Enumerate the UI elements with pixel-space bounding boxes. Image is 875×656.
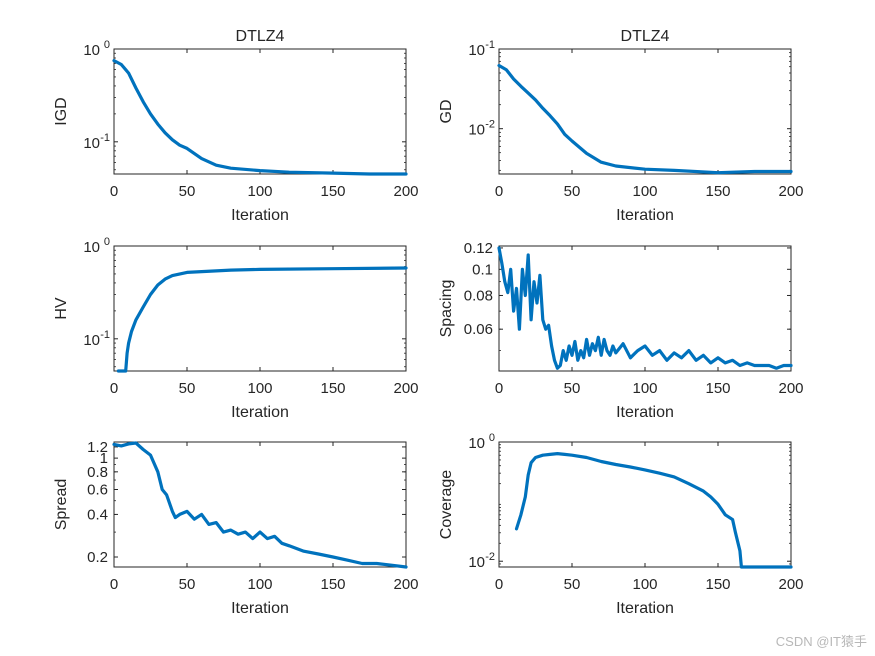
x-tick-label: 150	[705, 183, 730, 200]
x-tick-label: 50	[564, 183, 581, 200]
x-axis-label: Iteration	[616, 207, 674, 224]
x-axis-label: Iteration	[231, 207, 289, 224]
y-tick-exponent: -1	[100, 132, 110, 144]
y-tick-label: 0.4	[87, 506, 108, 523]
x-tick-label: 50	[564, 380, 581, 397]
chart-spread: 0 50 100 150 200 1.210.80.6 0.4 0.2 Iteration Spr…	[53, 439, 419, 617]
x-axis-label: Iteration	[616, 600, 674, 617]
plot-frame	[113, 245, 407, 372]
x-tick-label: 0	[110, 576, 118, 593]
x-tick-label: 0	[110, 380, 118, 397]
y-tick-exponent: -2	[485, 551, 495, 563]
y-tick-label: 10	[83, 239, 100, 256]
x-tick-label: 200	[393, 183, 418, 200]
chart-title: DTLZ4	[621, 28, 670, 45]
y-axis-label: Coverage	[438, 470, 455, 539]
y-axis-label: HV	[53, 297, 70, 320]
x-tick-label: 50	[179, 576, 196, 593]
x-axis-label: Iteration	[231, 404, 289, 421]
series-line-igd	[112, 59, 408, 176]
y-tick-exponent: -1	[100, 329, 110, 341]
x-tick-label: 150	[705, 576, 730, 593]
y-tick-exponent: 0	[104, 39, 110, 51]
y-tick-label: 10	[83, 135, 100, 152]
y-tick-label: 10	[468, 435, 485, 452]
x-tick-label: 100	[247, 183, 272, 200]
y-tick-label: 10	[468, 554, 485, 571]
watermark: CSDN @IT猿手	[775, 634, 867, 649]
y-tick-label: 0.08	[464, 287, 493, 304]
y-tick-label: 0.8	[87, 464, 108, 481]
x-tick-label: 150	[320, 576, 345, 593]
x-tick-label: 200	[778, 183, 803, 200]
x-tick-label: 100	[632, 183, 657, 200]
series-line-gd	[497, 63, 793, 175]
y-tick-label: 0.6	[87, 482, 108, 499]
y-tick-label: 10	[468, 122, 485, 139]
x-tick-label: 200	[778, 576, 803, 593]
y-tick-label: 0.1	[472, 261, 493, 278]
chart-spacing: 0 50 100 150 200 0.12 0.1 0.08 0.06 Iteration Spac…	[438, 240, 804, 421]
chart-title: DTLZ4	[236, 28, 285, 45]
x-tick-label: 150	[320, 183, 345, 200]
x-tick-label: 100	[247, 576, 272, 593]
x-axis-label: Iteration	[616, 404, 674, 421]
x-tick-label: 150	[320, 380, 345, 397]
series-line-hv	[116, 266, 408, 373]
plot-frame	[498, 441, 792, 568]
x-tick-label: 50	[179, 183, 196, 200]
y-tick-label: 0.2	[87, 549, 108, 566]
x-tick-label: 0	[495, 183, 503, 200]
x-tick-label: 100	[632, 576, 657, 593]
x-tick-label: 200	[393, 576, 418, 593]
y-tick-label: 10	[83, 42, 100, 59]
x-tick-label: 50	[179, 380, 196, 397]
x-tick-label: 0	[495, 380, 503, 397]
x-tick-label: 50	[564, 576, 581, 593]
y-tick-label: 1.2	[87, 439, 108, 456]
series-line-coverage	[514, 452, 793, 569]
y-tick-exponent: -2	[485, 119, 495, 131]
y-tick-label: 10	[468, 42, 485, 59]
series-line-spacing	[497, 246, 793, 370]
y-tick-label: 10	[83, 332, 100, 349]
x-tick-label: 200	[393, 380, 418, 397]
x-axis-label: Iteration	[231, 600, 289, 617]
x-tick-label: 100	[632, 380, 657, 397]
y-tick-exponent: 0	[489, 432, 495, 444]
x-tick-label: 150	[705, 380, 730, 397]
series-line-spread	[112, 441, 408, 569]
plot-frame	[113, 48, 407, 175]
plot-frame	[113, 441, 407, 568]
x-tick-label: 200	[778, 380, 803, 397]
y-tick-label: 1	[100, 450, 108, 467]
x-tick-label: 100	[247, 380, 272, 397]
x-tick-label: 0	[495, 576, 503, 593]
y-axis-label: Spacing	[438, 280, 455, 338]
y-tick-label: 0.12	[464, 240, 493, 257]
y-axis-label: GD	[438, 100, 455, 124]
y-tick-exponent: 0	[104, 236, 110, 248]
plot-frame	[498, 48, 792, 175]
x-tick-label: 0	[110, 183, 118, 200]
y-axis-label: IGD	[53, 97, 70, 125]
y-tick-exponent: -1	[485, 39, 495, 51]
y-axis-label: Spread	[53, 479, 70, 531]
y-tick-label: 0.06	[464, 321, 493, 338]
